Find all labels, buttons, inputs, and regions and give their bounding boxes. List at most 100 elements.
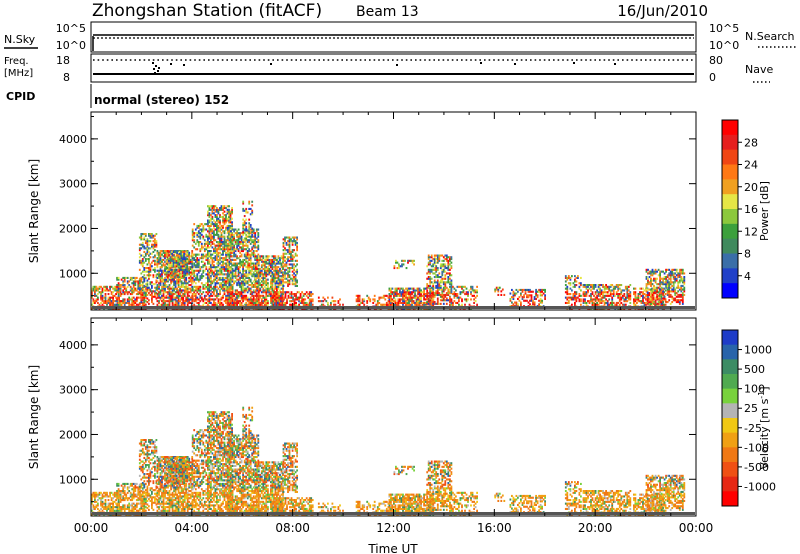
- echo-cell: [146, 286, 149, 289]
- echo-cell: [606, 303, 609, 306]
- echo-cell: [129, 293, 132, 296]
- echo-cell: [584, 293, 586, 296]
- echo-cell: [167, 285, 169, 288]
- echo-cell: [459, 285, 462, 288]
- echo-cell: [110, 291, 113, 294]
- echo-cell: [262, 255, 265, 258]
- echo-cell: [263, 273, 266, 276]
- echo-cell: [193, 275, 196, 278]
- echo-cell: [216, 258, 218, 261]
- echo-cell: [144, 252, 147, 255]
- echo-cell: [171, 291, 174, 294]
- echo-cell: [271, 280, 274, 283]
- echo-cell: [474, 291, 477, 294]
- echo-cell: [243, 280, 246, 283]
- echo-cell: [243, 303, 246, 306]
- echo-cell: [571, 303, 573, 306]
- echo-cell: [220, 276, 223, 279]
- echo-cell: [418, 289, 421, 292]
- echo-cell: [268, 291, 271, 294]
- echo-cell: [255, 293, 258, 296]
- echo-cell: [243, 215, 246, 218]
- echo-cell: [263, 282, 266, 285]
- echo-cell: [453, 296, 456, 299]
- echo-cell: [524, 299, 527, 302]
- echo-cell: [400, 298, 403, 301]
- echo-cell: [217, 241, 220, 244]
- echo-cell: [217, 235, 220, 238]
- echo-cell: [245, 276, 248, 279]
- echo-cell: [92, 289, 95, 292]
- echo-cell: [444, 293, 447, 296]
- echo-cell: [158, 284, 160, 287]
- echo-cell: [254, 250, 257, 253]
- echo-cell: [191, 258, 194, 261]
- echo-cell: [117, 278, 120, 281]
- echo-cell: [146, 243, 149, 246]
- echo-cell: [409, 303, 412, 306]
- echo-cell: [284, 263, 286, 266]
- echo-cell: [236, 303, 238, 306]
- echo-cell: [193, 289, 196, 292]
- echo-cell: [252, 239, 255, 242]
- echo-cell: [152, 247, 155, 250]
- echo-cell: [217, 278, 220, 281]
- echo-cell: [202, 224, 205, 227]
- echo-cell: [251, 239, 254, 242]
- echo-cell: [288, 250, 291, 253]
- echo-cell: [277, 284, 280, 287]
- echo-cell: [445, 293, 448, 296]
- echo-cell: [177, 265, 179, 268]
- echo-cell: [277, 285, 280, 288]
- echo-cell: [423, 303, 425, 306]
- echo-cell: [222, 207, 224, 210]
- echo-cell: [113, 294, 116, 297]
- echo-cell: [412, 301, 415, 304]
- echo-cell: [594, 285, 597, 288]
- echo-cell: [274, 264, 277, 267]
- echo-cell: [210, 255, 212, 258]
- echo-cell: [265, 294, 268, 297]
- echo-cell: [146, 288, 149, 291]
- echo-cell: [225, 221, 227, 224]
- echo-cell: [600, 298, 603, 301]
- echo-cell: [240, 276, 243, 279]
- echo-cell: [228, 289, 231, 292]
- echo-cell: [203, 264, 206, 267]
- echo-cell: [228, 291, 230, 294]
- echo-cell: [159, 253, 162, 256]
- echo-cell: [430, 265, 433, 268]
- echo-cell: [161, 253, 163, 256]
- echo-cell: [229, 250, 232, 253]
- echo-cell: [302, 301, 305, 304]
- echo-cell: [164, 266, 166, 269]
- echo-cell: [262, 276, 265, 279]
- echo-cell: [205, 291, 208, 294]
- echo-cell: [246, 211, 249, 214]
- echo-cell: [538, 290, 540, 293]
- echo-cell: [220, 244, 223, 247]
- echo-cell: [200, 228, 203, 231]
- echo-cell: [112, 301, 114, 304]
- echo-cell: [219, 267, 221, 270]
- echo-cell: [252, 246, 255, 249]
- echo-cell: [526, 294, 528, 297]
- echo-cell: [436, 292, 439, 295]
- echo-cell: [287, 240, 289, 243]
- echo-cell: [284, 270, 286, 273]
- echo-cell: [92, 285, 95, 288]
- echo-cell: [585, 293, 588, 296]
- echo-cell: [216, 293, 218, 296]
- echo-cell: [199, 267, 202, 270]
- echo-cell: [146, 238, 149, 241]
- echo-cell: [222, 264, 224, 267]
- echo-cell: [159, 280, 162, 283]
- echo-cell: [248, 235, 251, 238]
- echo-cell: [208, 253, 211, 256]
- echo-cell: [207, 212, 209, 215]
- echo-cell: [106, 303, 108, 306]
- echo-cell: [424, 301, 427, 304]
- echo-cell: [284, 272, 286, 275]
- echo-cell: [456, 285, 459, 288]
